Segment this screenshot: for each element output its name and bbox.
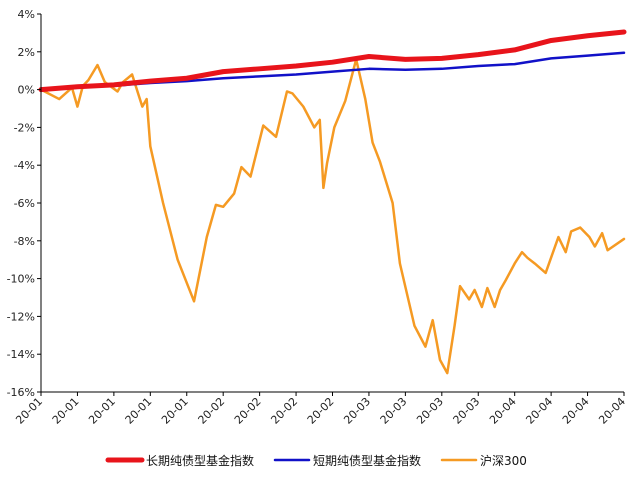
y-tick-label: -8% [14, 235, 35, 248]
x-tick-label: 20-01 [86, 395, 118, 427]
x-tick-label: 20-01 [13, 395, 45, 427]
y-tick-label: 0% [18, 84, 35, 97]
x-tick-label: 20-03 [451, 395, 483, 427]
y-tick-label: -10% [7, 273, 35, 286]
legend: 长期纯债型基金指数 短期纯债型基金指数 沪深300 [105, 453, 527, 468]
x-tick-label: 20-02 [305, 395, 337, 427]
x-tick-label: 20-02 [268, 395, 300, 427]
x-tick-label: 20-01 [50, 395, 82, 427]
plot-lines [38, 29, 627, 375]
x-tick-label: 20-03 [414, 395, 446, 427]
x-tick-label: 20-03 [341, 395, 373, 427]
series-line-2 [39, 58, 626, 375]
legend-label: 短期纯债型基金指数 [313, 453, 421, 468]
y-tick-label: 4% [18, 8, 35, 21]
y-tick-label: -14% [7, 348, 35, 361]
y-tick-label: -4% [14, 159, 35, 172]
x-tick-label: 20-04 [487, 395, 519, 427]
x-tick-label: 20-02 [232, 395, 264, 427]
legend-label: 沪深300 [480, 454, 527, 468]
x-tick-label: 20-01 [123, 395, 155, 427]
x-tick-label: 20-03 [378, 395, 410, 427]
legend-label: 长期纯债型基金指数 [146, 453, 254, 468]
x-tick-label: 20-01 [159, 395, 191, 427]
y-tick-label: -6% [14, 197, 35, 210]
series-line-0 [38, 29, 627, 93]
x-tick-label: 20-04 [560, 395, 592, 427]
x-tick-label: 20-04 [523, 395, 555, 427]
y-tick-label: -16% [7, 386, 35, 399]
y-tick-label: 2% [18, 46, 35, 59]
y-axis: 4% 2% 0% -2% -4% -6% -8% -10% -12% -14% -16% [7, 8, 42, 399]
y-tick-label: -2% [14, 121, 35, 134]
x-axis: 20-01 20-01 20-01 20-01 20-01 20-02 20-02 20-02… [13, 391, 628, 427]
x-tick-label: 20-04 [596, 395, 628, 427]
y-tick-label: -12% [7, 310, 35, 323]
x-tick-label: 20-02 [196, 395, 228, 427]
